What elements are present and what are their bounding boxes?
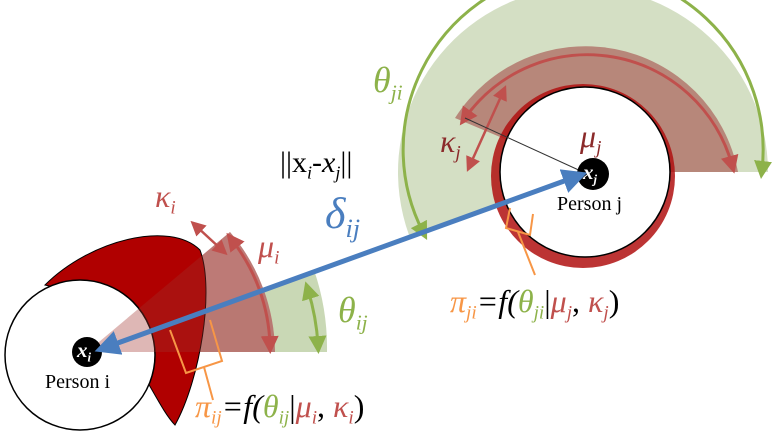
- mu-j-arrow: [459, 53, 739, 174]
- theta-ij-label: θij: [338, 290, 368, 335]
- xi-dot: [72, 337, 102, 367]
- kappa-i-label: κi: [155, 178, 176, 219]
- mu-j-label: μj: [580, 118, 602, 159]
- delta-ij-label: δij: [325, 189, 361, 244]
- pi-ij-formula: πij=f(θij|μi, κi): [195, 388, 365, 429]
- distance-label: ||xi-xj||: [280, 146, 353, 183]
- xi-label: xi: [77, 338, 91, 365]
- kappa-j-label: κj: [440, 123, 461, 164]
- kappa-i-arrow: [190, 220, 228, 256]
- mu-i-label: μi: [258, 228, 280, 269]
- delta-ij-arrow: [94, 169, 588, 355]
- theta-ji-label: θji: [373, 60, 403, 105]
- xj-label: xj: [583, 160, 597, 187]
- person-j-label: Person j: [557, 193, 622, 215]
- pi-ji-formula: πji=f(θji|μj, κj): [450, 283, 620, 324]
- theta-ji-arrow: [401, 0, 772, 241]
- person-i-label: Person i: [45, 371, 110, 393]
- kappa-j-arrow: [466, 85, 507, 172]
